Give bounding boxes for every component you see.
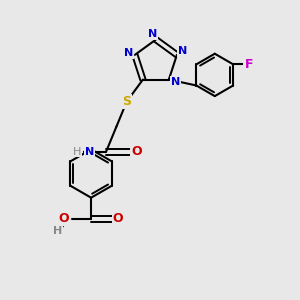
Text: S: S <box>122 95 131 108</box>
Text: N: N <box>124 48 133 59</box>
Text: N: N <box>148 29 158 39</box>
Text: N: N <box>171 77 180 87</box>
Text: N: N <box>85 147 94 157</box>
Text: O: O <box>112 212 123 225</box>
Text: O: O <box>58 212 69 225</box>
Text: N: N <box>178 46 187 56</box>
Text: O: O <box>131 145 142 158</box>
Text: F: F <box>244 58 253 71</box>
Text: H: H <box>53 226 62 236</box>
Text: H: H <box>73 147 82 157</box>
